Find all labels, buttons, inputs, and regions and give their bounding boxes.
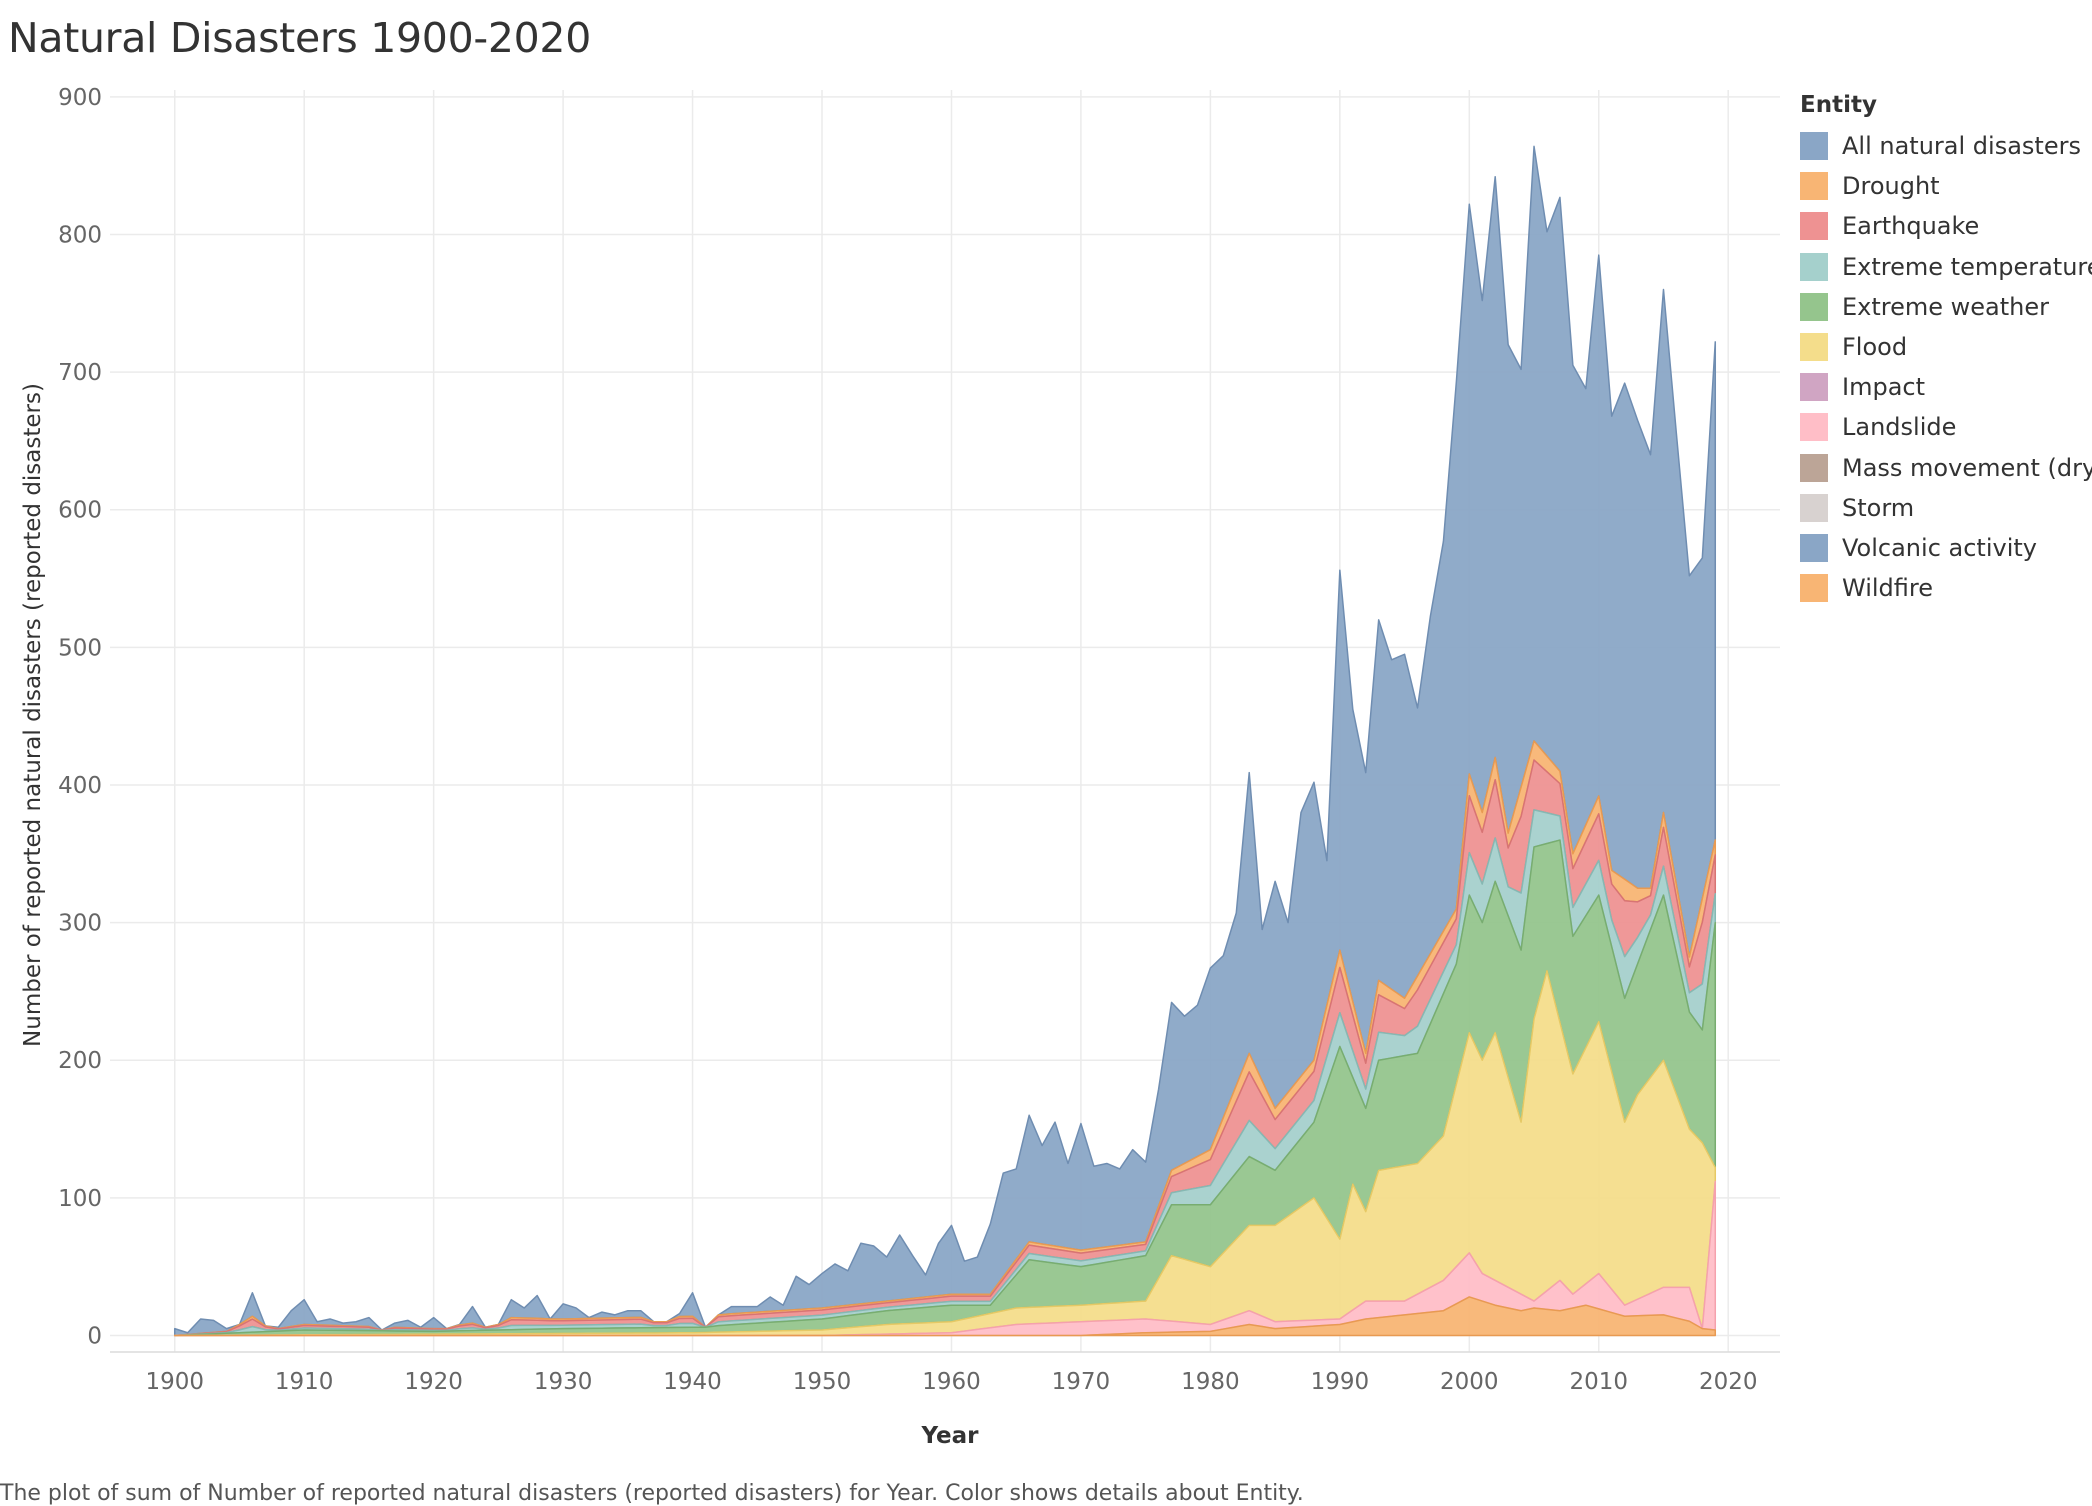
x-tick-label: 1990 [1311,1369,1370,1395]
x-axis-title: Year [920,1423,979,1449]
legend-swatch [1800,252,1828,281]
y-tick-label: 600 [58,498,102,524]
legend-label: Landslide [1842,413,1957,442]
x-tick-label: 1900 [145,1369,204,1395]
legend-item[interactable]: Flood [1800,327,2092,367]
legend-swatch [1800,172,1828,201]
legend-item[interactable]: Volcanic activity [1800,528,2092,568]
x-tick-label: 1930 [534,1369,593,1395]
legend-label: Extreme weather [1842,292,2050,321]
x-axis-ticks: 1900 1910 1920 1930 1940 1950 1960 1970 1980 1990… [145,1369,1757,1395]
y-tick-label: 900 [58,85,102,111]
legend-title: Entity [1800,92,1877,118]
legend-label: Drought [1842,172,1940,201]
x-tick-label: 2010 [1569,1369,1628,1395]
legend-swatch [1800,333,1828,362]
legend-item[interactable]: Earthquake [1800,206,2092,246]
legend-items: All natural disasters Drought Earthquake Ex… [1800,126,2092,608]
legend: Entity All natural disasters Drought Earth… [1800,92,2092,608]
x-tick-label: 1920 [404,1369,463,1395]
legend-label: Mass movement (dry) [1842,453,2092,482]
legend-swatch [1800,533,1828,562]
x-tick-label: 1950 [793,1369,852,1395]
legend-label: Flood [1842,333,1908,362]
y-tick-label: 100 [58,1186,102,1212]
x-tick-label: 1940 [663,1369,722,1395]
y-tick-label: 400 [58,773,102,799]
x-tick-label: 2020 [1699,1369,1758,1395]
y-tick-label: 700 [58,360,102,386]
chart-caption: The plot of sum of Number of reported na… [0,1481,1304,1506]
y-axis-ticks: 0 100 200 300 400 500 600 700 800 900 [58,85,102,1350]
legend-label: Volcanic activity [1842,533,2037,562]
legend-swatch [1800,574,1828,603]
legend-item[interactable]: Mass movement (dry) [1800,448,2092,488]
legend-label: Wildfire [1842,574,1933,603]
y-axis-title: Number of reported natural disasters (re… [20,383,46,1047]
legend-item[interactable]: Drought [1800,166,2092,206]
legend-label: Earthquake [1842,212,1980,241]
x-tick-label: 1980 [1181,1369,1240,1395]
y-tick-label: 0 [87,1323,102,1349]
legend-swatch [1800,453,1828,482]
y-tick-label: 200 [58,1048,102,1074]
legend-item[interactable]: Storm [1800,488,2092,528]
x-tick-label: 1970 [1052,1369,1111,1395]
legend-item[interactable]: Landslide [1800,407,2092,447]
legend-swatch [1800,413,1828,442]
legend-swatch [1800,292,1828,321]
legend-label: Extreme temperature [1842,252,2092,281]
legend-item[interactable]: Impact [1800,367,2092,407]
area-series [173,145,1717,1337]
legend-swatch [1800,132,1828,161]
x-tick-label: 2000 [1440,1369,1499,1395]
x-tick-label: 1910 [275,1369,334,1395]
legend-item[interactable]: Extreme weather [1800,287,2092,327]
legend-item[interactable]: Extreme temperature [1800,247,2092,287]
legend-item[interactable]: All natural disasters [1800,126,2092,166]
legend-swatch [1800,493,1828,522]
legend-swatch [1800,373,1828,402]
legend-label: All natural disasters [1842,132,2081,161]
legend-item[interactable]: Wildfire [1800,568,2092,608]
y-tick-label: 300 [58,911,102,937]
y-tick-label: 800 [58,223,102,249]
x-tick-label: 1960 [922,1369,981,1395]
area-drought [173,1296,1717,1337]
legend-swatch [1800,212,1828,241]
legend-label: Storm [1842,493,1915,522]
y-tick-label: 500 [58,635,102,661]
chart-title: Natural Disasters 1900-2020 [8,14,591,62]
legend-label: Impact [1842,373,1926,402]
